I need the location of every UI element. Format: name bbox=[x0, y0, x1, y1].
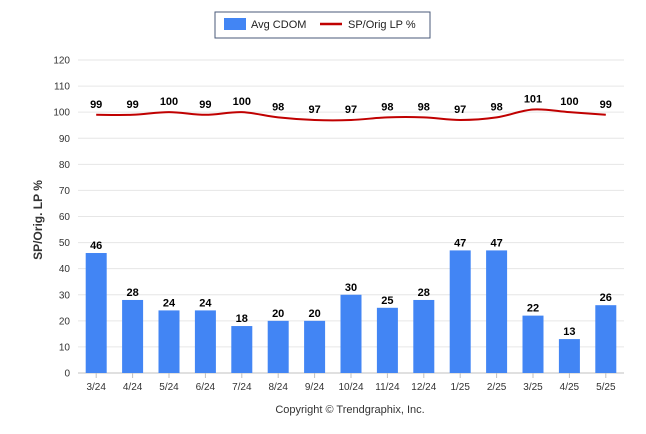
bar-value-label: 18 bbox=[236, 313, 248, 325]
x-tick-label: 11/24 bbox=[375, 382, 400, 393]
x-tick-label: 12/24 bbox=[411, 382, 436, 393]
x-tick-label: 9/24 bbox=[305, 382, 325, 393]
bar bbox=[267, 320, 289, 373]
bar bbox=[340, 294, 362, 373]
bar-value-label: 28 bbox=[126, 287, 138, 299]
line-value-label: 100 bbox=[560, 96, 578, 108]
bar bbox=[558, 339, 580, 373]
bar-value-label: 20 bbox=[308, 308, 320, 320]
bar-value-label: 22 bbox=[527, 303, 539, 315]
x-tick-label: 4/24 bbox=[123, 382, 143, 393]
bar bbox=[486, 250, 508, 373]
x-tick-label: 5/24 bbox=[159, 382, 179, 393]
x-tick-label: 1/25 bbox=[450, 382, 470, 393]
bar bbox=[413, 299, 435, 373]
bar bbox=[595, 305, 617, 373]
line-value-label: 99 bbox=[199, 99, 211, 111]
bar-value-label: 24 bbox=[199, 297, 212, 309]
bar-value-label: 13 bbox=[563, 326, 575, 338]
line-value-label: 98 bbox=[418, 101, 430, 113]
x-tick-label: 10/24 bbox=[338, 382, 363, 393]
y-axis-title: SP/Orig. LP % bbox=[31, 180, 45, 260]
x-tick-label: 8/24 bbox=[268, 382, 288, 393]
y-tick-label: 60 bbox=[59, 212, 71, 223]
legend: Avg CDOM SP/Orig LP % bbox=[214, 11, 431, 39]
y-tick-label: 0 bbox=[64, 369, 70, 380]
x-tick-label: 3/25 bbox=[523, 382, 543, 393]
bar bbox=[194, 310, 216, 373]
x-tick-label: 2/25 bbox=[487, 382, 507, 393]
y-tick-label: 110 bbox=[54, 82, 70, 93]
bar-value-label: 47 bbox=[490, 237, 502, 249]
y-tick-label: 30 bbox=[59, 290, 71, 301]
line-value-label: 97 bbox=[454, 104, 466, 116]
x-tick-label: 6/24 bbox=[196, 382, 216, 393]
bar-data-labels: 46 28 24 24 18 20 20 30 25 28 47 47 22 13 26 bbox=[90, 237, 612, 338]
y-tick-label: 90 bbox=[59, 134, 71, 145]
y-tick-label: 100 bbox=[53, 108, 70, 119]
line-value-label: 98 bbox=[272, 101, 284, 113]
x-tick-label: 7/24 bbox=[232, 382, 252, 393]
sp-orig-lp-line bbox=[96, 108, 606, 122]
copyright-credit: Copyright © Trendgraphix, Inc. bbox=[275, 404, 424, 416]
bar bbox=[122, 299, 144, 373]
line-value-label: 101 bbox=[524, 94, 542, 106]
bar-value-label: 28 bbox=[418, 287, 430, 299]
line-data-labels: 99 99 100 99 100 98 97 97 98 98 97 98 101 100 99 bbox=[90, 94, 612, 116]
y-tick-label: 120 bbox=[53, 56, 70, 67]
bar-value-label: 26 bbox=[600, 292, 612, 304]
bar bbox=[158, 310, 180, 373]
x-tick-label: 5/25 bbox=[596, 382, 616, 393]
y-tick-label: 20 bbox=[59, 316, 71, 327]
bar-value-label: 20 bbox=[272, 308, 284, 320]
y-tick-label: 70 bbox=[59, 186, 71, 197]
bar bbox=[304, 320, 326, 373]
bar-value-label: 30 bbox=[345, 282, 357, 294]
line-value-label: 98 bbox=[490, 101, 502, 113]
line-value-label: 98 bbox=[381, 101, 393, 113]
line-value-label: 99 bbox=[90, 99, 102, 111]
bar-value-label: 47 bbox=[454, 237, 466, 249]
bar-value-label: 25 bbox=[381, 295, 393, 307]
line-value-label: 100 bbox=[233, 96, 251, 108]
line-value-label: 99 bbox=[126, 99, 138, 111]
legend-swatch-avg-cdom bbox=[224, 18, 246, 30]
bar bbox=[376, 307, 398, 373]
x-tick-label: 4/25 bbox=[560, 382, 580, 393]
legend-label-avg-cdom: Avg CDOM bbox=[251, 19, 306, 31]
line-value-label: 100 bbox=[160, 96, 178, 108]
y-tick-label: 50 bbox=[59, 238, 71, 249]
bar bbox=[522, 315, 544, 373]
line-value-label: 97 bbox=[345, 104, 357, 116]
y-axis-ticks: 0 10 20 30 40 50 60 70 80 90 100 110 120 bbox=[53, 56, 70, 380]
y-tick-label: 80 bbox=[59, 160, 71, 171]
legend-label-sp-orig-lp: SP/Orig LP % bbox=[348, 19, 416, 31]
bar-value-label: 24 bbox=[163, 297, 176, 309]
x-axis-ticks: 3/24 4/24 5/24 6/24 7/24 8/24 9/24 10/24 11/24 12… bbox=[86, 373, 616, 393]
bar-value-label: 46 bbox=[90, 240, 102, 252]
bar bbox=[449, 250, 471, 373]
x-tick-label: 3/24 bbox=[86, 382, 106, 393]
bar bbox=[231, 326, 253, 373]
line-value-label: 97 bbox=[308, 104, 320, 116]
y-tick-label: 40 bbox=[59, 264, 71, 275]
y-tick-label: 10 bbox=[59, 342, 71, 353]
line-value-label: 99 bbox=[600, 99, 612, 111]
bar bbox=[85, 253, 107, 373]
bars bbox=[85, 250, 617, 373]
